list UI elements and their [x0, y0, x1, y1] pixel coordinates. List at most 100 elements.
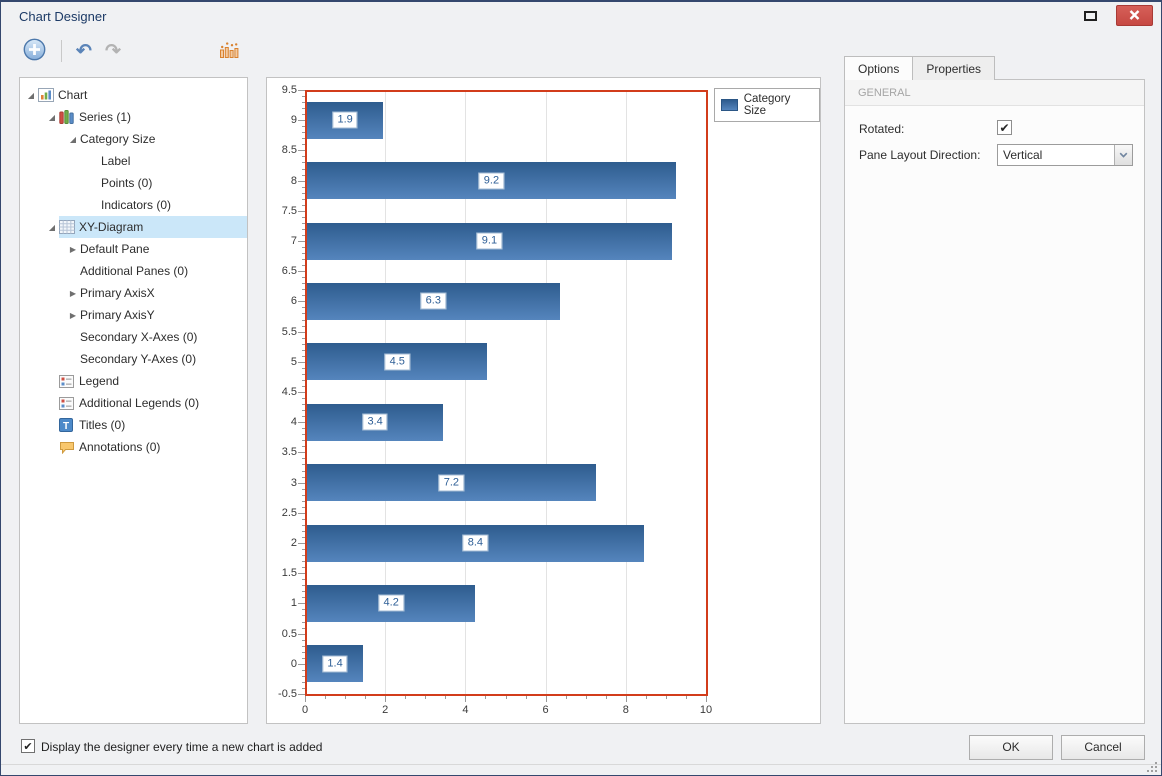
y-axis-minor-tick	[302, 657, 305, 659]
tree-item-additional-panes-0[interactable]: Additional Panes (0)	[20, 260, 247, 282]
tree-expander-collapsed-icon[interactable]: ▶	[69, 244, 77, 254]
y-axis-major-tick	[298, 241, 305, 242]
display-designer-label: Display the designer every time a new ch…	[41, 740, 323, 754]
y-axis-major-tick	[298, 120, 305, 122]
tree-item-annotations-0[interactable]: Annotations (0)	[20, 436, 247, 458]
tree-item-label: Label	[101, 154, 131, 168]
tree-item-label: Indicators (0)	[101, 198, 172, 212]
close-button[interactable]	[1116, 5, 1153, 26]
tree-item-default-pane[interactable]: ▶ Default Pane	[20, 238, 247, 260]
y-axis-major-tick	[298, 301, 305, 303]
tree-item-content[interactable]: Primary AxisX	[80, 282, 247, 304]
tree-item-content[interactable]: Default Pane	[80, 238, 247, 260]
tree-item-content[interactable]: Legend	[59, 370, 247, 392]
tree-expander-collapsed-icon[interactable]: ▶	[69, 310, 77, 320]
tree-item-series-1[interactable]: ◢ Series (1)	[20, 106, 247, 128]
chart-appearance-button[interactable]	[216, 38, 242, 64]
y-axis-minor-tick	[302, 675, 305, 677]
y-axis-minor-tick	[302, 192, 305, 194]
titles-icon: T	[59, 418, 79, 432]
bar-value-label: 3.4	[362, 413, 388, 431]
y-axis-label: 5.5	[281, 325, 297, 338]
x-axis-major-tick	[706, 696, 707, 702]
tree-item-content[interactable]: Annotations (0)	[59, 436, 247, 458]
add-chart-element-button[interactable]	[21, 38, 47, 64]
tree-item-content[interactable]: Additional Panes (0)	[80, 260, 247, 282]
tree-item-content[interactable]: Series (1)	[59, 106, 247, 128]
tree-item-legend[interactable]: Legend	[20, 370, 247, 392]
pane-layout-direction-dropdown[interactable]: Vertical	[997, 144, 1133, 166]
tree-item-secondary-y-axes-0[interactable]: Secondary Y-Axes (0)	[20, 348, 247, 370]
tab-options[interactable]: Options	[844, 56, 914, 80]
y-axis-minor-tick	[302, 373, 305, 375]
tree-item-primary-axisx[interactable]: ▶ Primary AxisX	[20, 282, 247, 304]
chart-icon	[38, 88, 58, 102]
y-axis-label: -0.5	[278, 688, 297, 700]
display-designer-checkbox[interactable]: ✔	[21, 739, 35, 753]
tree-item-chart[interactable]: ◢ Chart	[20, 84, 247, 106]
y-axis-minor-tick	[302, 349, 305, 351]
tree-expander-expanded-icon[interactable]: ◢	[27, 90, 35, 100]
add-icon	[23, 38, 46, 64]
tree-item-content[interactable]: Secondary Y-Axes (0)	[80, 348, 247, 370]
tree-item-content[interactable]: Additional Legends (0)	[59, 392, 247, 414]
tree-item-label[interactable]: Label	[20, 150, 247, 172]
tree-expander-expanded-icon[interactable]: ◢	[48, 222, 56, 232]
tree-item-primary-axisy[interactable]: ▶ Primary AxisY	[20, 304, 247, 326]
y-axis-label: 6.5	[281, 265, 297, 278]
tree-item-content[interactable]: Chart	[38, 84, 247, 106]
tree-item-content[interactable]: T Titles (0)	[59, 414, 247, 436]
tree-expander-expanded-icon[interactable]: ◢	[69, 134, 77, 144]
restore-button[interactable]	[1084, 11, 1097, 21]
y-axis-minor-tick	[302, 379, 305, 381]
tree-item-content[interactable]: XY-Diagram	[59, 216, 247, 238]
chart-appearance-icon	[219, 41, 239, 61]
tree-item-content[interactable]: Label	[101, 150, 247, 172]
y-axis-major-tick	[298, 482, 305, 484]
tree-item-content[interactable]: Primary AxisY	[80, 304, 247, 326]
rotated-label: Rotated:	[859, 122, 905, 136]
tree-expander-collapsed-icon[interactable]: ▶	[69, 288, 77, 298]
redo-button[interactable]: ↷	[100, 38, 126, 64]
tree-item-xy-diagram[interactable]: ◢ XY-Diagram	[20, 216, 247, 238]
y-axis-label: 7.5	[281, 204, 297, 217]
tree-expander-expanded-icon[interactable]: ◢	[48, 112, 56, 122]
gridline	[465, 90, 467, 694]
toolbar-separator	[61, 40, 62, 62]
tree-item-additional-legends-0[interactable]: Additional Legends (0)	[20, 392, 247, 414]
x-axis-minor-tick	[645, 696, 647, 699]
y-axis-minor-tick	[302, 186, 305, 188]
tree-item-label: Annotations (0)	[79, 440, 161, 454]
chart-legend[interactable]: Category Size	[714, 88, 820, 122]
tree-item-label: Titles (0)	[79, 418, 126, 432]
tree-item-label: Default Pane	[80, 242, 150, 256]
y-axis-minor-tick	[302, 138, 305, 140]
rotated-checkbox[interactable]: ✔	[997, 120, 1012, 135]
cancel-button[interactable]: Cancel	[1061, 735, 1145, 760]
tree-item-content[interactable]: Secondary X-Axes (0)	[80, 326, 247, 348]
resize-grip[interactable]	[1147, 762, 1149, 764]
y-axis-minor-tick	[302, 259, 305, 261]
bar-value-label: 9.2	[478, 172, 505, 190]
tree-item-titles-0[interactable]: T Titles (0)	[20, 414, 247, 436]
ok-button[interactable]: OK	[969, 735, 1053, 760]
tree-item-indicators-0[interactable]: Indicators (0)	[20, 194, 247, 216]
tree-item-category-size[interactable]: ◢ Category Size	[20, 128, 247, 150]
tree-item-content[interactable]: Category Size	[80, 128, 247, 150]
tree-item-content[interactable]: Points (0)	[101, 172, 247, 194]
x-axis-label: 10	[699, 704, 713, 716]
y-axis-minor-tick	[302, 458, 305, 460]
y-axis-minor-tick	[302, 579, 305, 581]
y-axis-minor-tick	[302, 204, 305, 206]
tab-properties[interactable]: Properties	[913, 56, 996, 80]
tree-item-secondary-x-axes-0[interactable]: Secondary X-Axes (0)	[20, 326, 247, 348]
y-axis-label: 4	[290, 416, 297, 429]
tree-item-content[interactable]: Indicators (0)	[101, 194, 247, 216]
chevron-down-icon[interactable]	[1114, 145, 1132, 165]
y-axis-major-tick	[298, 573, 305, 575]
tree-item-points-0[interactable]: Points (0)	[20, 172, 247, 194]
undo-button[interactable]: ↶	[71, 38, 97, 64]
y-axis-minor-tick	[302, 446, 305, 448]
y-axis-minor-tick	[302, 108, 305, 110]
y-axis-minor-tick	[302, 639, 305, 641]
